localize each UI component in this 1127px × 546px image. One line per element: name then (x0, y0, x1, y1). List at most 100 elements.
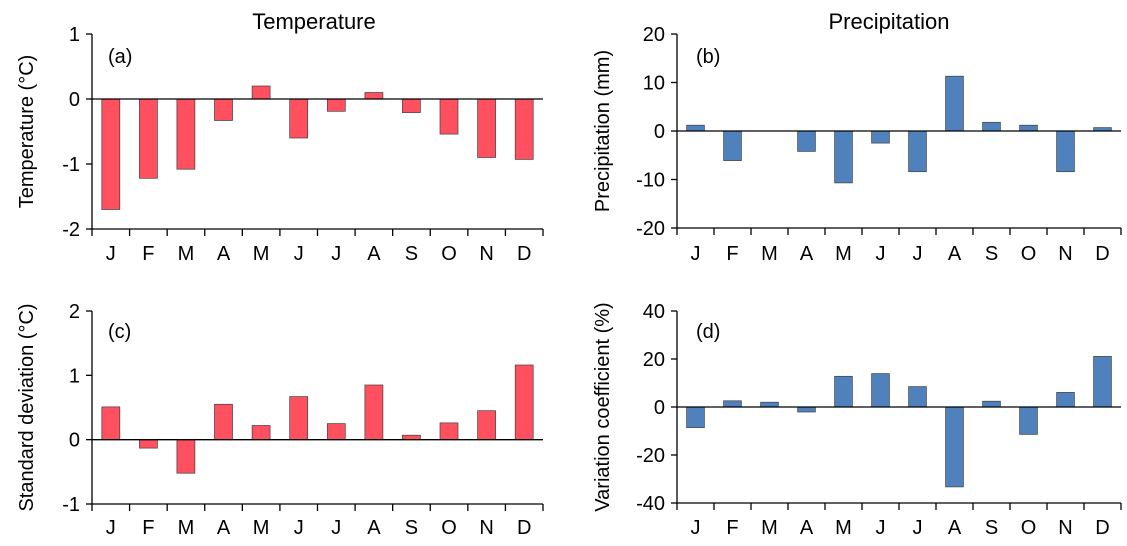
month-label: D (517, 517, 531, 539)
month-label: S (985, 243, 998, 265)
bar (1019, 406, 1038, 435)
y-axis-label: Temperature (°C) (16, 55, 38, 209)
panel-label: (c) (108, 321, 131, 343)
bar (251, 425, 271, 441)
bar (214, 403, 233, 441)
month-label: A (800, 243, 814, 265)
y-tick-label: 20 (643, 349, 665, 371)
bar (908, 130, 927, 173)
bar (439, 422, 459, 440)
y-axis-label: Variation coefficient (%) (592, 302, 614, 511)
bar (1056, 130, 1075, 173)
y-tick-label: 0 (69, 89, 80, 111)
bar (871, 130, 890, 144)
month-label: F (142, 243, 154, 265)
bar (982, 400, 1001, 408)
bar (477, 410, 496, 440)
month-label: A (948, 243, 962, 265)
month-label: J (876, 243, 886, 265)
month-label: A (948, 517, 962, 539)
month-label: A (367, 243, 381, 265)
month-label: O (1021, 243, 1037, 265)
month-label: O (441, 243, 457, 265)
y-tick-label: 20 (643, 24, 665, 46)
y-tick-label: -20 (636, 445, 665, 467)
month-label: J (876, 517, 886, 539)
bar (797, 406, 816, 413)
bar (101, 98, 121, 210)
month-label: M (835, 243, 852, 265)
month-label: J (331, 517, 341, 539)
panel-label: (a) (108, 46, 132, 68)
bar (834, 375, 853, 408)
month-label: J (691, 243, 701, 265)
month-label: M (761, 243, 778, 265)
bar (1056, 392, 1075, 408)
precipitation-column-title: Precipitation (828, 9, 949, 34)
bar (723, 130, 742, 161)
month-label: M (253, 517, 270, 539)
panel-label: (d) (696, 321, 720, 343)
month-label: J (294, 517, 304, 539)
y-tick-label: 10 (643, 73, 665, 95)
month-label: M (253, 243, 270, 265)
month-label: A (367, 517, 381, 539)
y-tick-label: -20 (636, 218, 665, 240)
bar (514, 98, 534, 160)
y-axis-label: Precipitation (mm) (592, 50, 614, 212)
y-tick-label: -40 (636, 493, 665, 515)
y-tick-label: -10 (636, 170, 665, 192)
month-label: S (985, 517, 998, 539)
y-tick-label: 0 (69, 430, 80, 452)
y-tick-label: 2 (69, 301, 80, 323)
y-tick-label: -1 (62, 154, 80, 176)
bar (364, 92, 384, 100)
bar (251, 85, 271, 100)
bar (797, 130, 816, 152)
y-tick-label: -1 (62, 494, 80, 516)
month-label: J (913, 517, 923, 539)
bar (871, 373, 890, 408)
bar (101, 406, 121, 441)
bar (289, 98, 309, 139)
bar (289, 396, 309, 441)
month-label: J (913, 243, 923, 265)
month-label: N (479, 517, 493, 539)
bar (139, 439, 158, 449)
bar (723, 400, 742, 408)
bar (686, 406, 705, 428)
bar (477, 98, 496, 158)
month-label: A (217, 517, 231, 539)
month-label: D (1095, 517, 1109, 539)
y-tick-label: 1 (69, 365, 80, 387)
y-axis-label: Standard deviation (°C) (16, 303, 38, 511)
bar (908, 386, 927, 408)
month-label: M (178, 517, 195, 539)
bar (945, 75, 964, 132)
month-label: J (106, 243, 116, 265)
month-label: F (142, 517, 154, 539)
y-tick-label: 0 (654, 121, 665, 143)
month-label: A (217, 243, 231, 265)
month-label: D (517, 243, 531, 265)
y-tick-label: -2 (62, 219, 80, 241)
month-label: A (800, 517, 814, 539)
month-label: M (178, 243, 195, 265)
month-label: D (1095, 243, 1109, 265)
y-tick-label: 40 (643, 301, 665, 323)
y-tick-label: 1 (69, 24, 80, 46)
bar (439, 98, 459, 135)
bar (1019, 124, 1038, 132)
bar (176, 98, 196, 170)
month-label: N (479, 243, 493, 265)
month-label: S (405, 243, 418, 265)
month-label: F (726, 517, 738, 539)
bar (686, 124, 705, 132)
bar (326, 423, 346, 441)
month-label: J (691, 517, 701, 539)
bar (1093, 356, 1112, 408)
